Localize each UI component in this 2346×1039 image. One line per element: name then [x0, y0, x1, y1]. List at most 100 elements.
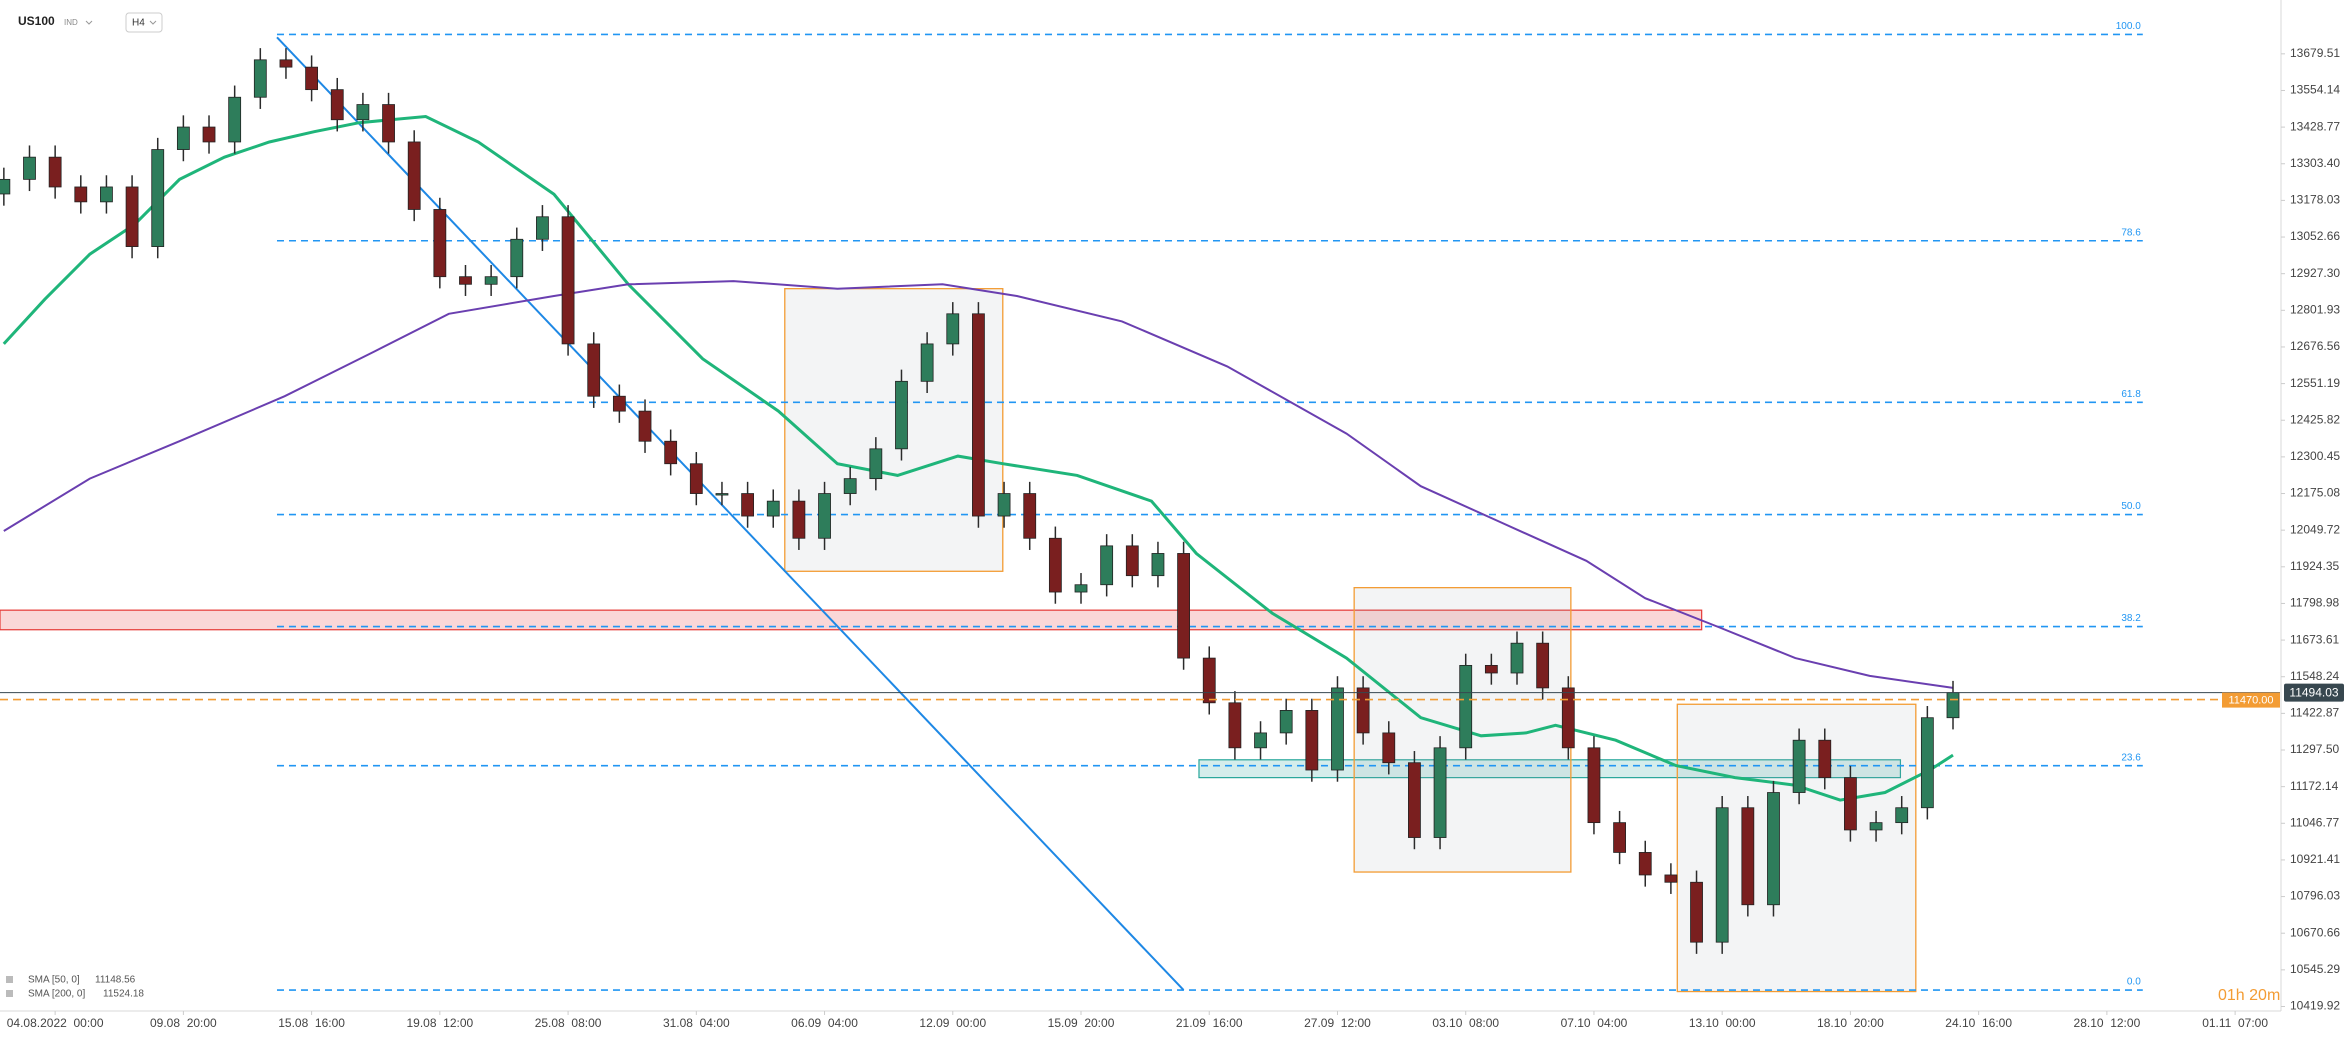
candle-body	[895, 380, 908, 450]
candle-body	[125, 186, 139, 247]
y-tick-label: 11172.14	[2290, 779, 2339, 793]
candle-body	[382, 104, 395, 143]
x-tick-label: 07.10 04:00	[1561, 1016, 1628, 1030]
candle-body	[1228, 702, 1242, 749]
y-tick-label: 13178.03	[2290, 193, 2340, 207]
candle-body	[1074, 584, 1088, 593]
dropdown-icon[interactable]	[149, 20, 157, 25]
candle-body	[818, 493, 831, 539]
candle-body	[1741, 807, 1755, 906]
order-label-bg	[2222, 692, 2280, 708]
y-tick-label: 12300.45	[2290, 449, 2340, 463]
fib-label: 78.6	[2121, 227, 2141, 238]
candle-body	[638, 410, 652, 442]
candle-body	[1484, 664, 1498, 674]
y-tick-label: 11046.77	[2290, 815, 2339, 829]
y-tick-label: 10796.03	[2290, 889, 2340, 903]
y-tick-label: 10921.41	[2290, 852, 2340, 866]
plot: 100.0 78.6 61.8 50.0 38.2 23.6 0.0	[0, 21, 2280, 993]
x-tick-label: 25.08 08:00	[535, 1016, 602, 1030]
y-tick-label: 13303.40	[2290, 156, 2340, 170]
x-tick-label: 24.10 16:00	[1945, 1016, 2012, 1030]
candle-body	[1869, 822, 1883, 831]
y-tick-label: 12425.82	[2290, 412, 2340, 426]
trendline	[276, 36, 1185, 991]
candle-body	[407, 141, 421, 210]
candle-body	[1690, 881, 1703, 943]
candle-body	[843, 478, 857, 494]
x-tick-label: 27.09 12:00	[1304, 1016, 1371, 1030]
x-tick-label: 28.10 12:00	[2074, 1016, 2141, 1030]
candle-body	[1408, 762, 1421, 838]
candle-body	[1792, 739, 1806, 793]
candle-body	[23, 156, 36, 180]
candle-body	[151, 149, 165, 247]
x-tick-label: 01.11 07:00	[2202, 1016, 2268, 1030]
dropdown-icon[interactable]	[85, 20, 93, 25]
candle-body	[279, 59, 293, 68]
candle-body	[0, 178, 11, 195]
candle-body	[920, 343, 934, 382]
candle-body	[1638, 852, 1652, 876]
fib-label: 61.8	[2121, 389, 2141, 400]
candle-body	[536, 216, 549, 240]
candle-body	[664, 440, 678, 465]
market: IND	[64, 18, 78, 27]
legend-value: 11148.56	[95, 975, 136, 986]
candle-body	[305, 66, 319, 91]
candle-body	[48, 156, 62, 188]
candle-body	[1382, 732, 1396, 764]
candle-body	[741, 493, 755, 517]
x-tick-label: 21.09 16:00	[1176, 1016, 1243, 1030]
y-tick-label: 11548.24	[2290, 669, 2339, 683]
candle-body	[253, 59, 267, 98]
candle-body	[1151, 553, 1165, 577]
timeframe[interactable]: H4	[132, 18, 145, 29]
y-tick-label: 12927.30	[2290, 266, 2340, 280]
x-tick-label: 06.09 04:00	[791, 1016, 858, 1030]
legend-icon	[6, 976, 13, 983]
y-tick-label: 12676.56	[2290, 339, 2340, 353]
x-tick-label: 09.08 20:00	[150, 1016, 217, 1030]
legend-icon	[6, 990, 13, 997]
y-tick-label: 11673.61	[2290, 632, 2339, 646]
symbol[interactable]: US100	[18, 14, 55, 28]
candle-body	[510, 238, 524, 278]
candle-body	[612, 395, 626, 412]
x-tick-label: 15.08 16:00	[278, 1016, 345, 1030]
x-tick-label: 13.10 00:00	[1689, 1016, 1756, 1030]
candle-body	[1023, 493, 1037, 539]
candle-body	[1202, 657, 1216, 704]
candle-body	[1048, 537, 1062, 593]
sma-line	[3, 280, 1954, 689]
candle-body	[1279, 710, 1293, 734]
x-tick-label: 19.08 12:00	[406, 1016, 473, 1030]
candle-body	[1125, 545, 1139, 577]
fib-label: 0.0	[2127, 977, 2141, 988]
candle-body	[1536, 642, 1550, 689]
candle-body	[1767, 792, 1780, 906]
candle-body	[766, 500, 780, 517]
y-tick-label: 10545.29	[2290, 962, 2340, 976]
candle-body	[1818, 739, 1832, 779]
candle-body	[459, 276, 472, 285]
x-tick-label: 15.09 20:00	[1048, 1016, 1115, 1030]
legend-name: SMA [200, 0]	[28, 989, 85, 1000]
y-tick-label: 11798.98	[2290, 596, 2339, 610]
timeframe-button[interactable]	[125, 12, 163, 33]
candle-body	[176, 126, 190, 150]
candle-body	[1100, 545, 1114, 586]
candle-body	[228, 96, 242, 143]
candle-body	[1177, 553, 1190, 659]
x-tick-label: 03.10 08:00	[1432, 1016, 1499, 1030]
y-tick-label: 13679.51	[2290, 46, 2340, 60]
candle-body	[1920, 717, 1934, 809]
y-tick-label: 12801.93	[2290, 302, 2340, 316]
candle-body	[1305, 710, 1319, 771]
range-box	[784, 288, 1004, 572]
candle-body	[484, 276, 498, 285]
candle-body	[330, 89, 344, 121]
y-tick-label: 11422.87	[2290, 706, 2339, 720]
price-label-bg	[2284, 683, 2344, 702]
